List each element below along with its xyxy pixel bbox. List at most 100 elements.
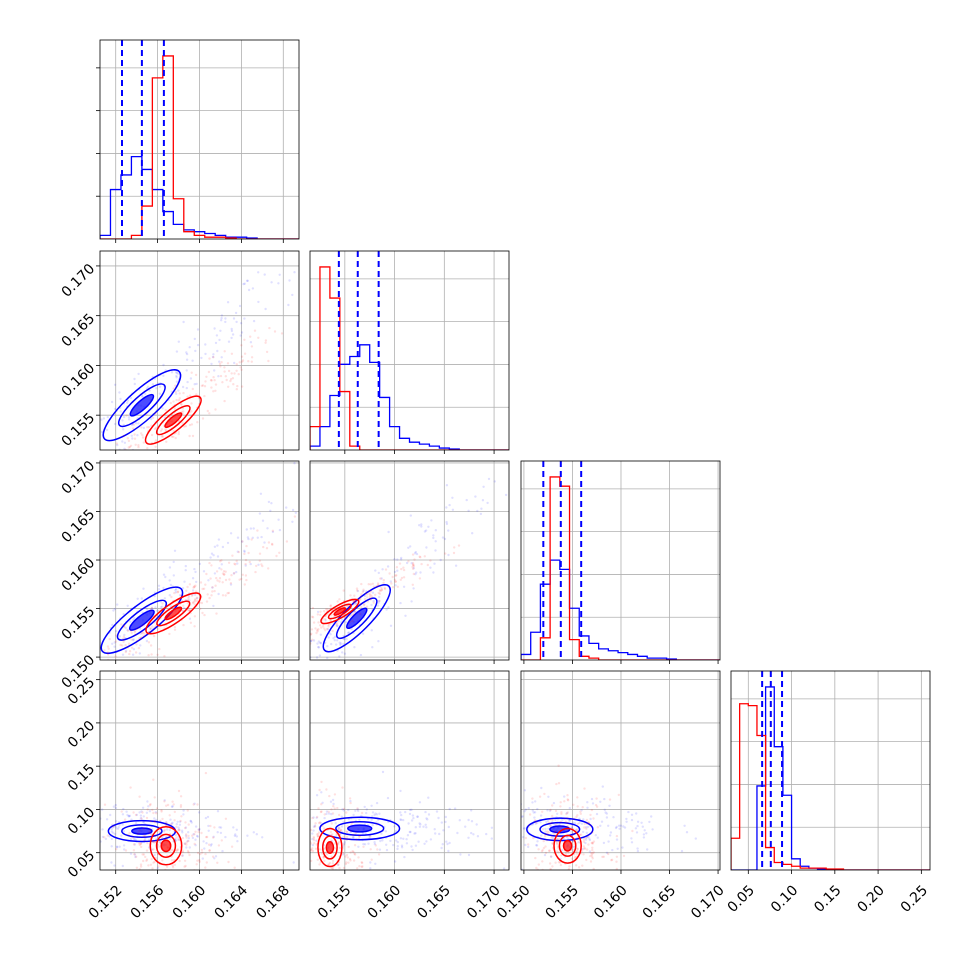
scatter-point xyxy=(425,546,428,549)
scatter-point xyxy=(466,823,468,825)
scatter-point xyxy=(571,840,575,843)
scatter-point xyxy=(210,379,213,382)
scatter-point xyxy=(188,853,191,857)
scatter-point xyxy=(95,632,97,634)
scatter-point xyxy=(580,822,584,825)
scatter-point xyxy=(194,570,197,574)
scatter-point xyxy=(173,628,177,631)
scatter-point xyxy=(543,834,547,838)
scatter-point xyxy=(536,821,539,825)
scatter-point xyxy=(615,855,619,858)
scatter-point xyxy=(551,814,554,818)
scatter-point xyxy=(347,604,350,608)
scatter-point xyxy=(579,872,581,874)
scatter-point xyxy=(385,848,389,852)
scatter-point xyxy=(576,849,579,853)
x-tick-label: 0.20 xyxy=(854,882,887,915)
scatter-point xyxy=(392,843,395,847)
scatter-point xyxy=(146,800,149,803)
scatter-point xyxy=(559,805,562,808)
scatter-point xyxy=(394,574,397,577)
scatter-point xyxy=(416,815,419,818)
scatter-point xyxy=(343,652,347,655)
scatter-point xyxy=(177,399,181,402)
scatter-point xyxy=(161,605,164,608)
scatter-point xyxy=(189,819,192,823)
scatter-point xyxy=(532,811,535,814)
scatter-point xyxy=(177,430,180,434)
scatter-point xyxy=(201,611,204,615)
scatter-point xyxy=(592,851,595,854)
scatter-point xyxy=(345,811,348,814)
scatter-point xyxy=(154,620,157,623)
scatter-point xyxy=(137,422,140,425)
scatter-point xyxy=(132,843,136,846)
scatter-point xyxy=(194,373,198,377)
scatter-point xyxy=(187,831,190,834)
scatter-point xyxy=(188,583,192,586)
scatter-point xyxy=(347,631,350,635)
scatter-point xyxy=(359,598,362,601)
scatter-point xyxy=(304,629,306,631)
scatter-point xyxy=(321,894,323,896)
scatter-point xyxy=(376,604,380,607)
scatter-point xyxy=(207,579,210,582)
scatter-point xyxy=(317,645,320,649)
scatter-point xyxy=(418,822,421,825)
scatter-point xyxy=(544,832,547,836)
scatter-point xyxy=(412,572,415,576)
scatter-point xyxy=(232,317,236,320)
scatter-point xyxy=(260,828,262,830)
scatter-point xyxy=(345,830,349,834)
scatter-point xyxy=(581,848,584,851)
x-tick-label: 0.170 xyxy=(688,882,728,922)
scatter-point xyxy=(190,410,193,413)
x-tick-label: 0.165 xyxy=(414,882,454,922)
scatter-point xyxy=(427,813,431,816)
scatter-point xyxy=(467,818,470,822)
scatter-point xyxy=(341,618,344,621)
scatter-point xyxy=(72,466,74,468)
scatter-point xyxy=(52,479,54,481)
scatter-point xyxy=(190,423,194,426)
scatter-point xyxy=(114,803,118,807)
histogram-series-a xyxy=(521,559,720,660)
scatter-point xyxy=(292,861,295,864)
scatter-point xyxy=(159,819,162,822)
scatter-point xyxy=(138,868,141,870)
scatter-point xyxy=(161,620,164,623)
scatter-point xyxy=(336,828,339,831)
scatter-point xyxy=(140,432,143,435)
scatter-point xyxy=(418,555,421,558)
scatter-point xyxy=(128,445,132,449)
contour-level-b xyxy=(164,606,183,621)
scatter-point xyxy=(363,597,367,601)
scatter-point xyxy=(556,812,559,815)
scatter-point xyxy=(332,875,334,877)
scatter-point xyxy=(422,825,425,828)
scatter-point xyxy=(554,818,557,822)
scatter-point xyxy=(317,832,320,836)
scatter-point xyxy=(581,830,585,834)
scatter-point xyxy=(217,844,221,847)
scatter-point xyxy=(601,855,604,859)
scatter-point xyxy=(253,329,257,332)
scatter-point xyxy=(113,641,116,644)
scatter-point xyxy=(330,822,333,825)
scatter-point xyxy=(400,818,403,822)
scatter-point xyxy=(389,624,393,627)
scatter-point xyxy=(396,585,399,588)
scatter-point xyxy=(194,597,197,601)
scatter-point xyxy=(187,823,190,826)
scatter-point xyxy=(459,853,462,856)
scatter-point xyxy=(346,856,349,859)
scatter-point xyxy=(203,613,206,617)
scatter-point xyxy=(148,627,152,631)
scatter-point xyxy=(323,627,326,630)
scatter-point xyxy=(120,810,123,813)
scatter-point xyxy=(483,835,485,837)
scatter-point xyxy=(391,575,394,579)
scatter-point xyxy=(541,810,544,813)
scatter-point xyxy=(197,828,200,832)
scatter-point xyxy=(408,812,412,816)
